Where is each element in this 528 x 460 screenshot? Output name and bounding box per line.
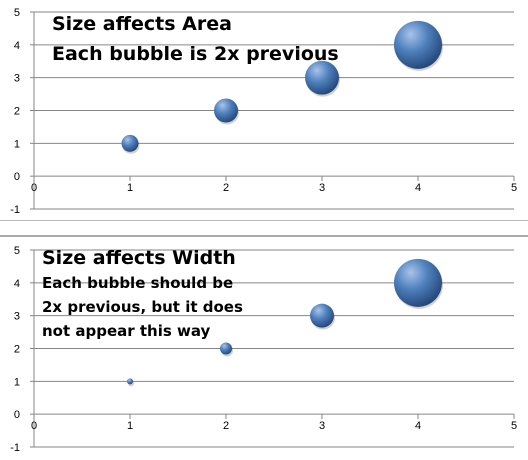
chart-annotation: Each bubble should be — [42, 274, 233, 292]
x-tick-label: 0 — [31, 182, 37, 194]
x-tick-label: 2 — [223, 420, 229, 432]
y-tick-label: 1 — [14, 376, 20, 388]
chart-annotation: 2x previous, but it does — [42, 298, 243, 316]
x-tick-label: 0 — [31, 420, 37, 432]
x-tick-label: 3 — [319, 182, 325, 194]
bubble-chart-area: -1 0 1 2 3 4 5 0 1 2 3 4 5 Size affects Area Each bubb… — [10, 7, 517, 216]
y-tick-label: 5 — [14, 7, 20, 19]
bubble-point — [220, 342, 232, 355]
y-tick-label: 0 — [14, 409, 20, 421]
x-tick-label: 5 — [511, 182, 517, 194]
y-tick-label: 4 — [14, 278, 20, 290]
chart-title: Size affects Width — [42, 247, 236, 269]
x-tick-label: 2 — [223, 182, 229, 194]
y-tick-label: -1 — [10, 204, 20, 216]
y-tick-label: 4 — [14, 40, 20, 52]
bubble-chart-width: -1 0 1 2 3 4 5 0 1 2 3 4 5 Size affects Width Each bub… — [10, 245, 517, 454]
chart-annotation: not appear this way — [42, 322, 211, 340]
y-tick-label: -1 — [10, 442, 20, 454]
bubble-point — [214, 98, 238, 123]
y-tick-label: 2 — [14, 106, 20, 118]
bubble-point — [127, 378, 133, 385]
x-tick-label: 5 — [511, 420, 517, 432]
chart-divider-bold — [0, 235, 528, 237]
bubble-point — [310, 303, 334, 328]
y-tick-label: 2 — [14, 344, 20, 356]
bubble-point — [121, 134, 139, 152]
bubble-point — [305, 60, 339, 95]
y-tick-label: 5 — [14, 245, 20, 257]
bubble-point — [394, 258, 442, 307]
chart-divider — [0, 220, 528, 221]
y-tick-label: 0 — [14, 171, 20, 183]
x-tick-label: 4 — [415, 420, 421, 432]
x-tick-label: 1 — [127, 420, 133, 432]
y-tick-label: 1 — [14, 138, 20, 150]
chart-title: Size affects Area — [52, 13, 232, 35]
bubble-point — [394, 20, 442, 69]
x-tick-label: 3 — [319, 420, 325, 432]
y-tick-label: 3 — [14, 73, 20, 85]
y-tick-label: 3 — [14, 311, 20, 323]
x-tick-label: 1 — [127, 182, 133, 194]
x-tick-label: 4 — [415, 182, 421, 194]
chart-annotation: Each bubble is 2x previous — [52, 43, 339, 65]
